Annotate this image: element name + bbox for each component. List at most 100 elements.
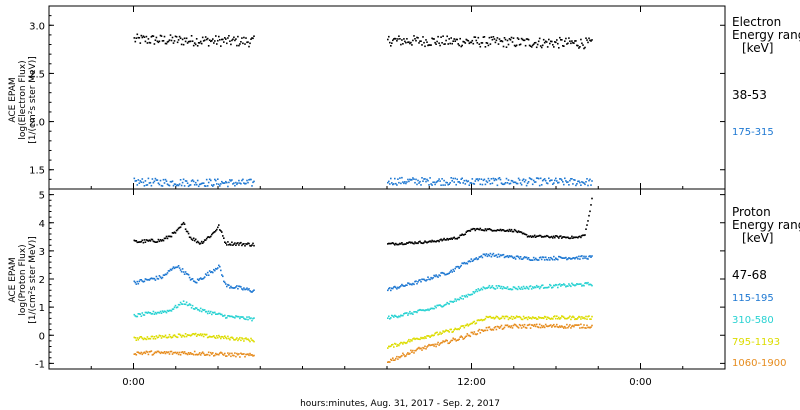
electron-point-series-2 (156, 179, 159, 181)
proton-point-series-5 (240, 352, 242, 355)
electron-point-series-2 (558, 181, 560, 184)
electron-point-series-1 (392, 39, 394, 42)
proton-point-series-1 (421, 242, 423, 244)
electron-point-series-2 (139, 180, 142, 182)
proton-point-series-4 (160, 337, 163, 339)
electron-point-series-1 (513, 44, 516, 47)
proton-point-series-3 (497, 285, 500, 287)
electron-point-series-2 (222, 182, 224, 184)
proton-point-series-3 (574, 284, 576, 287)
proton-point-series-5 (471, 331, 474, 334)
proton-point-series-4 (224, 335, 226, 337)
electron-point-series-2 (242, 178, 244, 181)
proton-point-series-2 (565, 256, 567, 259)
proton-point-series-2 (421, 278, 423, 281)
proton-point-series-1 (178, 226, 181, 229)
proton-point-series-5 (230, 355, 232, 358)
proton-point-series-5 (456, 339, 458, 341)
proton-point-series-3 (150, 313, 153, 315)
proton-point-series-3 (434, 305, 436, 308)
electron-point-series-2 (562, 181, 564, 183)
proton-point-series-4 (572, 315, 574, 318)
proton-point-series-4 (408, 338, 410, 341)
electron-point-series-1 (170, 39, 173, 42)
proton-point-series-2 (491, 253, 494, 256)
proton-point-series-2 (493, 255, 496, 257)
electron-point-series-1 (573, 42, 575, 44)
electron-point-series-1 (249, 42, 251, 45)
proton-point-series-1 (154, 241, 157, 243)
proton-point-series-5 (388, 361, 390, 363)
proton-point-series-5 (249, 352, 251, 355)
proton-point-series-5 (430, 344, 432, 346)
proton-point-series-2 (584, 257, 586, 259)
proton-point-series-1 (590, 204, 592, 206)
electron-point-series-2 (507, 179, 510, 181)
proton-point-series-4 (502, 315, 505, 318)
proton-point-series-5 (160, 351, 163, 353)
electron-point-series-2 (586, 178, 588, 180)
proton-point-series-3 (190, 307, 193, 309)
electron-point-series-2 (591, 180, 593, 182)
electron-point-series-2 (577, 180, 579, 183)
proton-point-series-3 (204, 311, 207, 313)
proton-point-series-3 (135, 315, 138, 318)
electron-point-series-2 (155, 179, 158, 181)
proton-point-series-4 (203, 333, 206, 336)
proton-point-series-5 (444, 340, 446, 343)
electron-point-series-1 (400, 43, 402, 46)
proton-point-series-3 (215, 313, 217, 315)
electron-point-series-1 (406, 38, 408, 40)
proton-point-series-4 (148, 337, 151, 340)
proton-point-series-1 (572, 237, 574, 239)
proton-point-series-1 (469, 230, 472, 232)
electron-point-series-1 (508, 38, 511, 40)
proton-point-series-3 (463, 295, 466, 297)
proton-point-series-2 (503, 256, 506, 259)
electron-point-series-1 (583, 47, 585, 50)
electron-point-series-2 (540, 184, 543, 186)
electron-point-series-2 (159, 179, 162, 182)
proton-point-series-1 (537, 235, 540, 237)
proton-point-series-3 (568, 283, 570, 285)
proton-point-series-1 (566, 236, 568, 239)
proton-point-series-1 (581, 234, 583, 237)
proton-point-series-5 (557, 326, 559, 328)
electron-point-series-2 (485, 180, 488, 182)
proton-point-series-3 (151, 313, 154, 315)
proton-point-series-2 (424, 279, 426, 282)
proton-point-series-3 (518, 287, 521, 290)
electron-point-series-1 (199, 40, 202, 43)
proton-point-series-2 (529, 259, 532, 261)
electron-point-series-2 (200, 182, 203, 185)
proton-point-series-1 (176, 228, 179, 231)
proton-point-series-3 (168, 309, 171, 312)
electron-point-series-1 (536, 43, 539, 46)
proton-point-series-1 (202, 241, 205, 243)
proton-point-series-5 (199, 354, 202, 356)
proton-point-series-5 (450, 339, 452, 342)
proton-point-series-2 (472, 259, 475, 262)
proton-point-series-4 (201, 333, 204, 336)
proton-point-series-5 (468, 334, 471, 337)
proton-point-series-3 (153, 313, 156, 315)
proton-point-series-5 (429, 344, 431, 347)
proton-point-series-4 (398, 344, 400, 347)
proton-point-series-3 (193, 308, 196, 310)
proton-point-series-3 (208, 312, 211, 314)
proton-point-series-4 (233, 338, 235, 341)
proton-point-series-1 (519, 231, 522, 233)
electron-point-series-1 (516, 37, 519, 39)
proton-point-series-2 (215, 267, 217, 270)
electron-point-series-1 (161, 40, 164, 42)
proton-point-series-5 (495, 328, 498, 331)
proton-point-series-4 (590, 318, 592, 320)
proton-point-series-4 (145, 338, 148, 341)
proton-point-series-4 (497, 317, 500, 319)
proton-point-series-3 (579, 283, 581, 285)
proton-point-series-3 (133, 313, 136, 316)
proton-point-series-2 (156, 277, 159, 280)
proton-point-series-4 (417, 338, 419, 340)
proton-point-series-1 (460, 234, 462, 236)
electron-point-series-2 (461, 177, 463, 180)
